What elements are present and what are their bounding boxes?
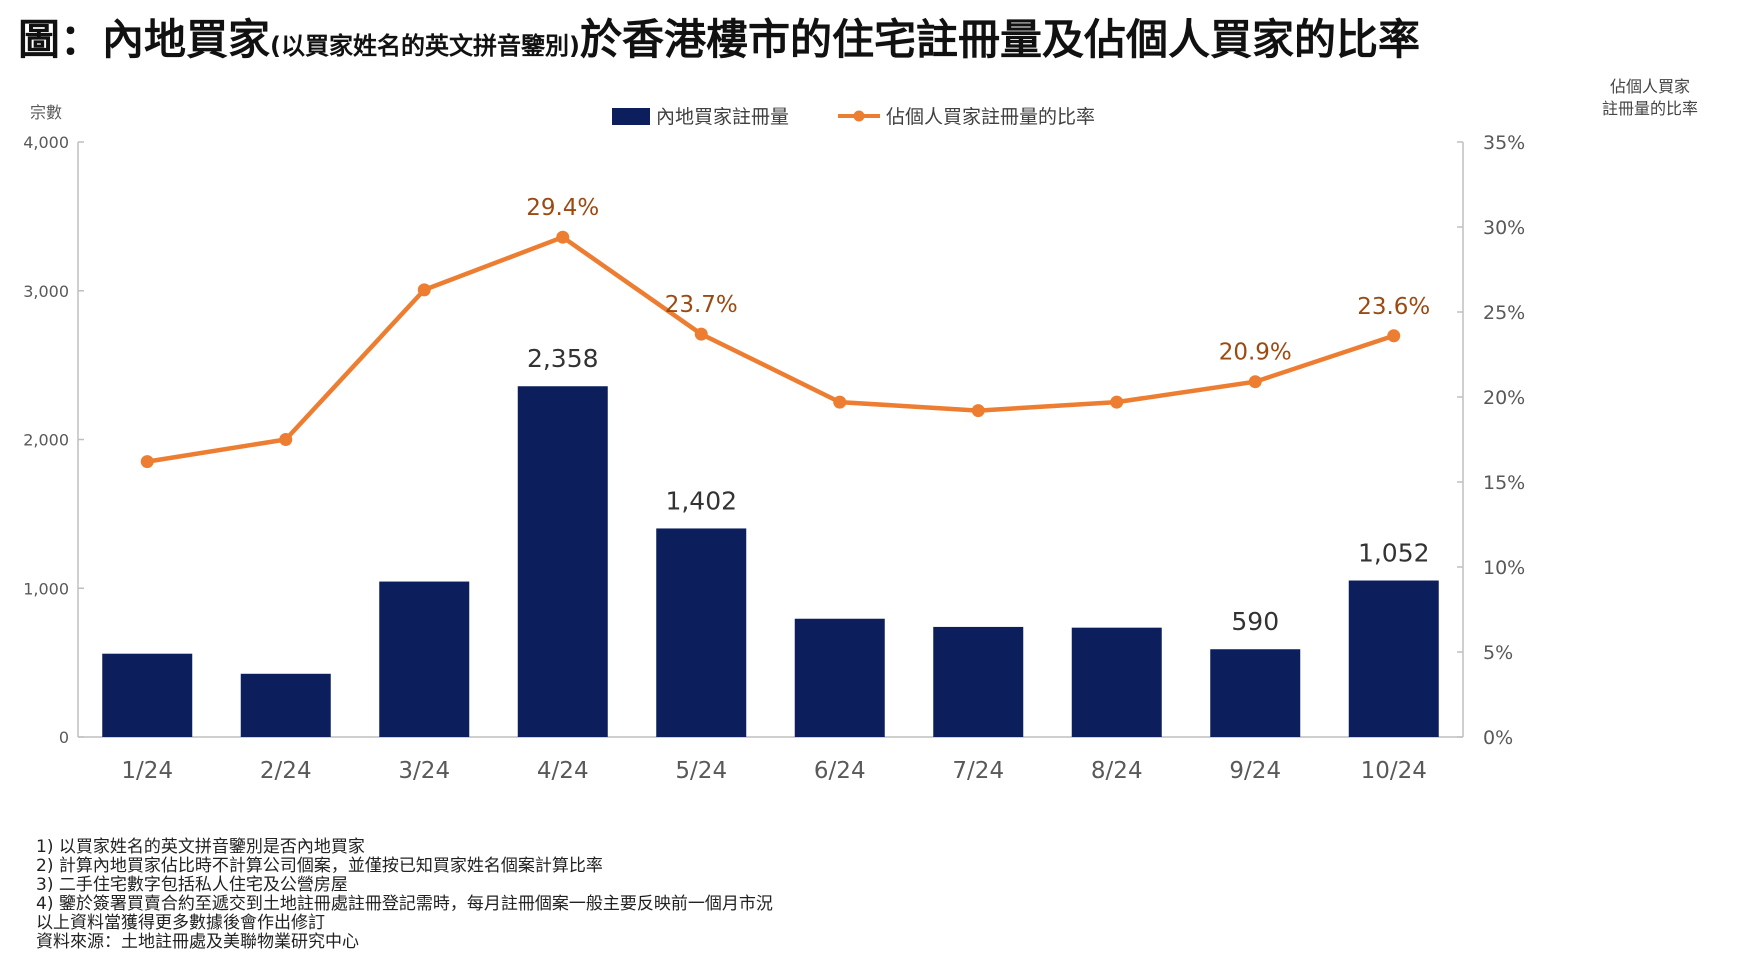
chart-title: 圖：內地買家(以買家姓名的英文拼音鑒別)於香港樓市的住宅註冊量及佔個人買家的比率: [18, 12, 1738, 74]
right-tick-label: 25%: [1483, 302, 1525, 324]
left-tick-label: 3,000: [23, 282, 69, 301]
x-tick-label: 6/24: [814, 758, 866, 784]
bar-data-label: 1,052: [1358, 539, 1430, 568]
bar: [1071, 627, 1162, 737]
bar: [517, 386, 608, 737]
ratio-data-label: 20.9%: [1219, 340, 1292, 366]
bar: [102, 653, 193, 737]
left-tick-label: 4,000: [23, 133, 69, 152]
footnote: 1) 以買家姓名的英文拼音鑒別是否內地買家: [36, 837, 365, 857]
bar: [1348, 580, 1439, 737]
ratio-point: [1248, 375, 1262, 389]
right-tick-label: 5%: [1483, 642, 1513, 664]
title-main-prefix: 圖：內地買家: [18, 15, 271, 64]
x-tick-label: 1/24: [121, 758, 173, 784]
ratio-point: [140, 455, 154, 469]
footnote-source: 資料來源：土地註冊處及美聯物業研究中心: [36, 932, 359, 952]
right-tick-label: 20%: [1483, 387, 1525, 409]
ratio-point: [1387, 329, 1401, 343]
x-tick-label: 3/24: [398, 758, 450, 784]
x-tick-label: 5/24: [675, 758, 727, 784]
x-tick-label: 8/24: [1091, 758, 1143, 784]
ratio-point: [417, 283, 431, 297]
left-tick-label: 0: [59, 728, 69, 747]
right-tick-label: 10%: [1483, 557, 1525, 579]
right-axis-title-line2: 註冊量的比率: [1602, 99, 1698, 118]
bar-data-label: 2,358: [527, 344, 599, 373]
title-subtitle: (以買家姓名的英文拼音鑒別): [270, 32, 580, 60]
footnote: 3) 二手住宅數字包括私人住宅及公營房屋: [36, 875, 348, 895]
bar: [379, 581, 470, 737]
footnote: 2) 計算內地買家佔比時不計算公司個案，並僅按已知買家姓名個案計算比率: [36, 856, 603, 876]
right-axis-title-line1: 佔個人買家: [1610, 77, 1690, 96]
legend-bar-label: 內地買家註冊量: [656, 106, 789, 128]
bar: [1210, 649, 1301, 737]
bar-data-label: 1,402: [665, 486, 737, 515]
ratio-line: [146, 234, 1395, 464]
ratio-data-label: 23.7%: [665, 292, 738, 318]
ratio-point: [556, 230, 570, 244]
x-tick-label: 9/24: [1229, 758, 1281, 784]
footnote: 以上資料當獲得更多數據後會作出修訂: [36, 913, 325, 933]
bar: [240, 673, 331, 737]
ratio-data-label: 23.6%: [1357, 294, 1430, 320]
right-tick-label: 30%: [1483, 217, 1525, 239]
x-tick-label: 7/24: [952, 758, 1004, 784]
left-tick-label: 2,000: [23, 431, 69, 450]
left-axis-title: 宗數: [30, 103, 62, 122]
ratio-point: [279, 433, 293, 446]
ratio-point: [694, 327, 708, 341]
left-tick-label: 1,000: [23, 579, 69, 598]
ratio-point: [1110, 395, 1124, 409]
right-tick-label: 0%: [1483, 727, 1513, 749]
bar: [933, 626, 1024, 737]
ratio-point: [971, 404, 985, 418]
ratio-point: [833, 395, 847, 409]
ratio-data-label: 29.4%: [526, 195, 599, 221]
bar-data-label: 590: [1231, 607, 1279, 636]
x-tick-label: 10/24: [1361, 758, 1427, 784]
bar: [794, 618, 885, 737]
x-tick-label: 2/24: [260, 758, 312, 784]
footnote: 4) 鑒於簽署買賣合約至遞交到土地註冊處註冊登記需時，每月註冊個案一般主要反映前…: [36, 894, 773, 914]
legend-bar-swatch: [612, 108, 650, 125]
legend-line-marker: [853, 110, 865, 122]
right-tick-label: 35%: [1483, 132, 1525, 154]
bar: [656, 528, 747, 737]
footnotes: 1) 以買家姓名的英文拼音鑒別是否內地買家 2) 計算內地買家佔比時不計算公司個…: [36, 838, 773, 952]
legend-line-label: 佔個人買家註冊量的比率: [886, 106, 1095, 128]
x-tick-label: 4/24: [537, 758, 589, 784]
title-main-suffix: 於香港樓市的住宅註冊量及佔個人買家的比率: [579, 15, 1420, 64]
right-tick-label: 15%: [1483, 472, 1525, 494]
